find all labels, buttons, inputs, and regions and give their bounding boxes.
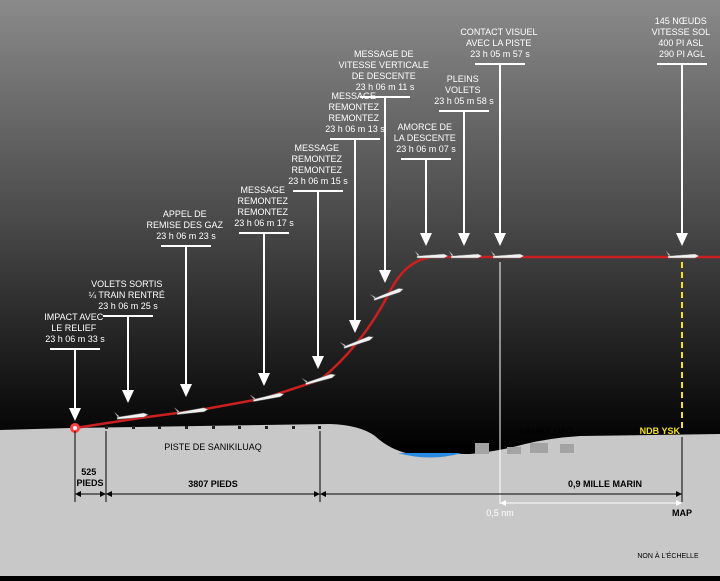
aircraft-icon	[665, 250, 700, 259]
callout-remontez-15: MESSAGE REMONTEZ REMONTEZ 23 h 06 m 15 s	[288, 143, 348, 186]
callout-volets: VOLETS SORTIS ¼ TRAIN RENTRÉ 23 h 06 m 2…	[89, 279, 168, 311]
dimension-extension-lines	[74, 431, 683, 502]
not-to-scale-label: NON À L'ÉCHELLE	[637, 551, 699, 560]
aircraft-icon	[174, 407, 209, 415]
aircraft-icon	[340, 336, 374, 349]
dimension-arrows	[75, 491, 682, 497]
callout-pleins-volets: PLEINS VOLETS 23 h 05 m 58 s	[434, 74, 494, 106]
callout-remontez-17: MESSAGE REMONTEZ REMONTEZ 23 h 06 m 17 s	[234, 185, 294, 228]
aircraft-icon	[448, 250, 483, 259]
aircraft-icon	[414, 250, 449, 259]
dimension-525-label: 525 PIEDS	[76, 467, 103, 488]
building	[475, 443, 489, 454]
half-nm-arrow	[500, 500, 682, 506]
callout-remontez-13: MESSAGE REMONTEZ REMONTEZ 23 h 06 m 13 s	[325, 91, 385, 134]
building	[560, 444, 574, 453]
aircraft-icon	[370, 288, 404, 301]
aircraft-icon	[302, 373, 336, 386]
dimension-05-label: 0,5 nm	[486, 508, 514, 518]
dimension-3807-label: 3807 PIEDS	[188, 479, 238, 489]
ground-terrain	[0, 424, 720, 576]
runway-label: PISTE DE SANIKILUAQ	[164, 442, 262, 452]
callout-impact: IMPACT AVEC LE RELIEF 23 h 06 m 33 s	[44, 312, 106, 344]
aircraft-icons	[114, 250, 700, 420]
callout-amorce-descente: AMORCE DE LA DESCENTE 23 h 06 m 07 s	[394, 122, 459, 154]
ndb-label: NDB YSK	[640, 426, 681, 436]
callout-arrows	[69, 65, 688, 421]
runway-lights	[105, 426, 321, 429]
town-label: SANIKILUAQ	[519, 426, 573, 436]
map-label: MAP	[672, 508, 692, 518]
callout-remise-des-gaz: APPEL DE REMISE DES GAZ 23 h 06 m 23 s	[146, 209, 225, 241]
aircraft-icon	[114, 412, 149, 420]
building	[530, 443, 548, 453]
callout-vitesse-verticale: MESSAGE DE VITESSE VERTICALE DE DESCENTE…	[339, 49, 432, 92]
callout-vitesse-sol: 145 NŒUDS VITESSE SOL 400 PI ASL 290 PI …	[652, 16, 713, 59]
impact-star-icon	[70, 423, 80, 433]
water-area	[398, 453, 462, 458]
building	[507, 447, 521, 454]
callout-underlines	[50, 63, 707, 350]
aircraft-icon	[490, 250, 525, 259]
dimension-09-label: 0,9 MILLE MARIN	[568, 479, 642, 489]
aircraft-icon	[250, 392, 285, 402]
callout-contact-visuel: CONTACT VISUEL AVEC LA PISTE 23 h 05 m 5…	[460, 27, 539, 59]
